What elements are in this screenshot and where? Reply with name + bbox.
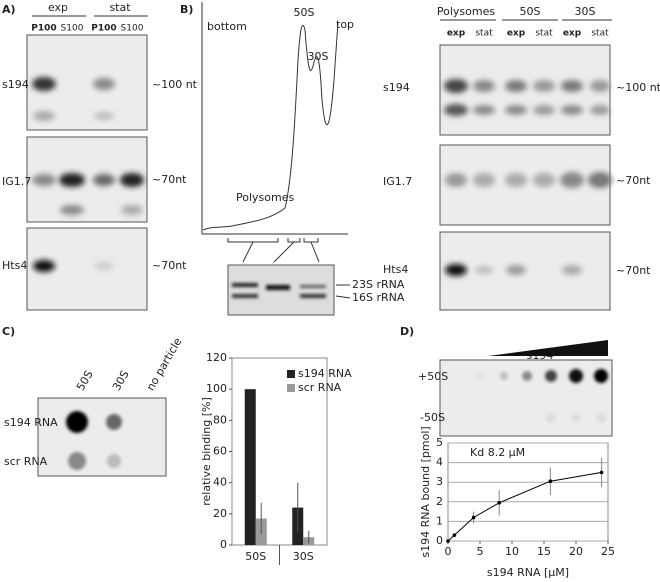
x-tick-label: 10 xyxy=(505,545,519,558)
legend-label: scr RNA xyxy=(298,381,342,394)
row-label: s194 xyxy=(2,78,29,91)
row-label: scr RNA xyxy=(4,455,48,468)
y-tick-label: 5 xyxy=(436,436,443,449)
dot-blot xyxy=(37,397,167,477)
row-label: s194 RNA xyxy=(4,416,58,429)
y-tick-label: 2 xyxy=(436,495,443,508)
x-tick-label: 20 xyxy=(569,545,583,558)
blot-bands xyxy=(444,79,612,276)
particle-label: no particle xyxy=(144,335,185,393)
annotation: Kd 8.2 µM xyxy=(470,446,525,459)
panel-label: A) xyxy=(2,3,16,16)
y-tick-label: 60 xyxy=(213,445,227,458)
fraction: S100 xyxy=(121,24,144,34)
blot xyxy=(439,44,611,136)
condition: stat xyxy=(475,29,493,39)
y-tick-label: 40 xyxy=(213,476,227,489)
particle-label: 50S xyxy=(74,368,96,393)
legend-swatch xyxy=(287,384,295,392)
profile-label: 30S xyxy=(308,50,329,63)
gradient-triangle xyxy=(488,340,608,356)
condition: exp xyxy=(447,29,466,39)
row-label: Hts4 xyxy=(383,263,408,276)
x-axis-label: s194 RNA [µM] xyxy=(487,566,569,579)
x-tick-label: 50S xyxy=(245,550,266,563)
condition: stat xyxy=(109,1,131,14)
y-tick-label: 100 xyxy=(206,382,227,395)
row-label: IG1.7 xyxy=(2,175,31,188)
condition: exp xyxy=(48,1,68,14)
profile-label: Polysomes xyxy=(236,191,294,204)
size-label: ~70nt xyxy=(616,174,651,187)
condition: stat xyxy=(591,29,609,39)
row-label: -50S xyxy=(420,411,445,424)
profile-curve xyxy=(202,21,339,231)
fraction: P100 xyxy=(31,24,56,34)
blot xyxy=(439,144,611,226)
row-label: IG1.7 xyxy=(383,175,412,188)
fraction: P100 xyxy=(91,24,116,34)
dots xyxy=(66,411,122,470)
y-tick-label: 80 xyxy=(213,413,227,426)
x-tick-label: 5 xyxy=(477,545,484,558)
y-tick-label: 20 xyxy=(213,507,227,520)
fraction-brackets xyxy=(227,238,320,263)
profile-label: 50S xyxy=(294,6,315,19)
y-tick-label: 120 xyxy=(206,351,227,364)
size-label: ~100 nt xyxy=(616,81,660,94)
gel-bands xyxy=(232,283,326,298)
dots xyxy=(478,369,608,423)
gel-label: 23S rRNA xyxy=(352,278,405,291)
arrow xyxy=(335,295,351,299)
x-tick-label: 25 xyxy=(601,545,615,558)
y-tick-label: 1 xyxy=(436,514,443,527)
panel-label: C) xyxy=(2,325,15,338)
x-tick-label: 30S xyxy=(293,550,314,563)
condition: exp xyxy=(507,29,526,39)
row-label: s194 xyxy=(383,81,410,94)
legend-label: s194 RNA xyxy=(298,367,352,380)
gel-label: 16S rRNA xyxy=(352,291,405,304)
x-tick-label: 15 xyxy=(537,545,551,558)
size-label: ~70nt xyxy=(152,173,187,186)
y-tick-label: 0 xyxy=(220,538,227,551)
size-label: ~100 nt xyxy=(152,78,198,91)
fraction: 50S xyxy=(520,5,541,18)
bar xyxy=(244,389,256,545)
line xyxy=(447,471,602,542)
panel-label: D) xyxy=(400,325,414,338)
y-tick-label: 4 xyxy=(436,456,443,469)
profile-label: top xyxy=(336,18,354,31)
y-axis-label: relative binding [%] xyxy=(200,397,213,506)
condition: exp xyxy=(563,29,582,39)
size-label: ~70nt xyxy=(616,264,651,277)
row-label: Hts4 xyxy=(2,259,27,272)
blot-bands xyxy=(32,77,144,272)
y-tick-label: 3 xyxy=(436,475,443,488)
y-tick-label: 0 xyxy=(436,534,443,547)
fraction: 30S xyxy=(575,5,596,18)
y-axis-label: s194 RNA bound [pmol] xyxy=(419,426,432,557)
condition: stat xyxy=(535,29,553,39)
size-label: ~70nt xyxy=(152,259,187,272)
particle-label: 30S xyxy=(110,368,132,393)
fraction: Polysomes xyxy=(437,5,495,18)
row-label: +50S xyxy=(418,370,448,383)
x-tick-label: 0 xyxy=(445,545,452,558)
panel-label: B) xyxy=(180,3,193,16)
fraction: S100 xyxy=(61,24,84,34)
profile-label: bottom xyxy=(207,20,247,33)
legend-swatch xyxy=(287,370,295,378)
